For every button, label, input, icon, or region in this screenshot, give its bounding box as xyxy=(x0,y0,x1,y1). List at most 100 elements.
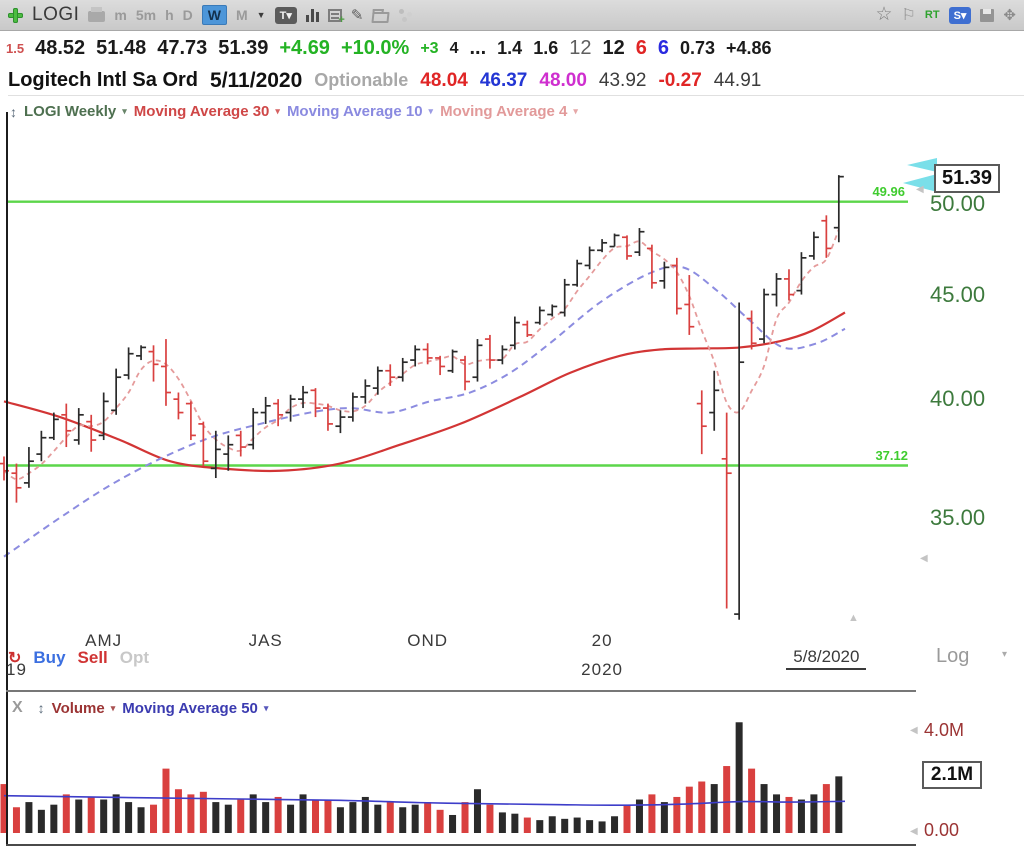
opt-button[interactable]: Opt xyxy=(119,648,150,667)
alert-level-label: 49.96 xyxy=(872,184,905,199)
price-chart[interactable] xyxy=(0,126,1024,692)
volume-axis-tick: 0.00 xyxy=(924,820,960,840)
scroll-up-icon[interactable]: ▲ xyxy=(848,612,859,624)
volume-pane-header: X ↕ Volume ▾ Moving Average 50 ▾ xyxy=(12,699,268,717)
time-axis-label: JAS xyxy=(248,631,283,650)
volume-axis-tick: 4.0M xyxy=(924,720,965,740)
symbol-label[interactable]: LOGI xyxy=(32,4,80,25)
info-row-item: Logitech Intl Sa Ord xyxy=(8,69,199,91)
info-row-item: 46.37 xyxy=(479,69,528,91)
price-axis-tick: 40.00 xyxy=(930,386,986,411)
trade-overlay: ↻ Buy Sell Opt xyxy=(8,648,149,668)
timeframe-m[interactable]: m xyxy=(114,7,127,23)
dropdown-caret-icon[interactable]: ▾ xyxy=(110,702,116,713)
indicator-dropdown[interactable]: Moving Average 50 xyxy=(122,699,258,717)
quote-row-item: +3 xyxy=(420,39,439,57)
indicator-dropdown[interactable]: Moving Average 30 xyxy=(133,103,270,120)
quote-row-item: 12 xyxy=(602,37,625,59)
time-axis-label: 2020 xyxy=(581,660,623,679)
dropdown-caret-icon[interactable]: ▾ xyxy=(428,106,434,116)
info-row-item: Optionable xyxy=(314,70,409,90)
timeframe-M[interactable]: M xyxy=(236,7,248,23)
volume-value-box: 2.1M xyxy=(922,761,982,789)
info-row: Logitech Intl Sa Ord 5/11/2020 Optionable 4… xyxy=(8,66,1024,96)
save-icon[interactable] xyxy=(980,8,995,22)
quote-row-item: 12 xyxy=(569,37,592,59)
scatter-tool-icon[interactable] xyxy=(398,8,414,22)
price-pane-header: ↕ LOGI Weekly ▾ Moving Average 30 ▾ Moving A… xyxy=(10,103,578,120)
info-row-item: 48.04 xyxy=(420,69,468,91)
print-icon[interactable] xyxy=(88,7,106,22)
scale-mode-label[interactable]: Log xyxy=(936,645,970,667)
trade-arrows-icon[interactable]: ↻ xyxy=(8,650,22,667)
indicator-dropdown[interactable]: LOGI Weekly xyxy=(24,103,117,120)
quote-row-item: 48.52 xyxy=(35,37,86,59)
quote-row-item: 47.73 xyxy=(157,37,208,59)
quote-row-item: +10.0% xyxy=(340,37,410,59)
pane-resize-icon[interactable]: ↕ xyxy=(10,103,17,120)
quote-row-item: +4.69 xyxy=(279,37,330,59)
time-axis-label: 19 xyxy=(6,660,27,679)
dropdown-caret-icon[interactable]: ▾ xyxy=(122,106,127,116)
realtime-badge: RT xyxy=(924,9,940,21)
move-icon[interactable]: ✥ xyxy=(1003,7,1016,24)
quote-row-item: 51.39 xyxy=(218,37,269,59)
time-axis-label: 20 xyxy=(591,631,613,650)
text-tool-button[interactable]: T▾ xyxy=(274,6,297,24)
axis-arrow-icon: ◀ xyxy=(910,725,918,736)
chart-bottom-border xyxy=(6,844,916,846)
timeframe-W[interactable]: W xyxy=(201,5,227,25)
quote-row-item: 1.6 xyxy=(533,38,559,58)
quote-row-item: 1.4 xyxy=(497,38,523,58)
info-row-item: 5/11/2020 xyxy=(210,68,303,92)
timeframe-h[interactable]: h xyxy=(165,7,174,23)
quote-row-item: 4 xyxy=(449,39,459,57)
indicator-dropdown[interactable]: Volume xyxy=(51,699,105,717)
buy-button[interactable]: Buy xyxy=(33,648,66,667)
quote-row-item: 51.48 xyxy=(96,37,147,59)
info-row-item: -0.27 xyxy=(658,69,702,91)
sell-button[interactable]: Sell xyxy=(77,648,108,667)
flag-icon[interactable]: ⚐ xyxy=(901,7,916,24)
quote-row-item: 0.73 xyxy=(679,38,716,58)
pane-resize-icon[interactable]: ↕ xyxy=(37,700,45,716)
quote-row-item: 1.5 xyxy=(6,41,25,56)
indicator-dropdown[interactable]: Moving Average 4 xyxy=(440,103,568,120)
scroll-left-icon[interactable]: ◀ xyxy=(920,553,928,564)
add-indicator-icon[interactable] xyxy=(327,8,345,26)
alert-level-label: 37.12 xyxy=(875,448,908,463)
timeframe-caret-icon[interactable]: ▼ xyxy=(256,10,266,20)
timeframe-D[interactable]: D xyxy=(182,7,193,23)
indicator-dropdown[interactable]: Moving Average 10 xyxy=(286,103,423,120)
time-axis-label: OND xyxy=(407,631,449,650)
timeframe-list: m 5m h D W M xyxy=(114,5,248,25)
last-price-box: 51.39 xyxy=(934,164,1000,193)
quote-row-item: 6 xyxy=(635,37,647,59)
chart-left-border xyxy=(6,112,8,845)
sync-button[interactable]: S▾ xyxy=(948,6,972,24)
timeframe-5m[interactable]: 5m xyxy=(135,7,157,23)
add-symbol-icon[interactable] xyxy=(8,7,23,23)
time-axis-label: AMJ xyxy=(85,631,123,650)
info-row-item: 44.91 xyxy=(713,69,762,91)
pane-separator[interactable] xyxy=(6,690,916,692)
draw-tool-icon[interactable]: ✎ xyxy=(350,7,364,24)
dropdown-caret-icon[interactable]: ▾ xyxy=(275,106,280,116)
axis-arrow-icon: ◀ xyxy=(910,826,918,837)
dropdown-caret-icon[interactable]: ▾ xyxy=(263,702,269,713)
dropdown-caret-icon[interactable]: ▾ xyxy=(573,106,578,116)
close-volume-pane-button[interactable]: X xyxy=(12,699,23,716)
folder-icon[interactable] xyxy=(371,11,390,23)
chart-style-icon[interactable] xyxy=(305,8,319,22)
volume-chart[interactable] xyxy=(0,688,1024,846)
favorite-icon[interactable]: ☆ xyxy=(875,3,893,25)
quote-row-item: 6 xyxy=(657,37,669,59)
quote-row: 1.5 48.52 51.48 47.73 51.39 +4.69 +10.0% +3 4...… xyxy=(6,33,772,64)
scale-caret-icon[interactable]: ▾ xyxy=(1002,649,1008,660)
price-axis-tick: 50.00 xyxy=(930,191,986,216)
time-axis-label: 5/8/2020 xyxy=(786,647,867,670)
quote-row-item: +4.86 xyxy=(726,38,772,58)
price-axis-tick: 45.00 xyxy=(930,282,986,307)
quote-row-item: ... xyxy=(469,37,487,59)
